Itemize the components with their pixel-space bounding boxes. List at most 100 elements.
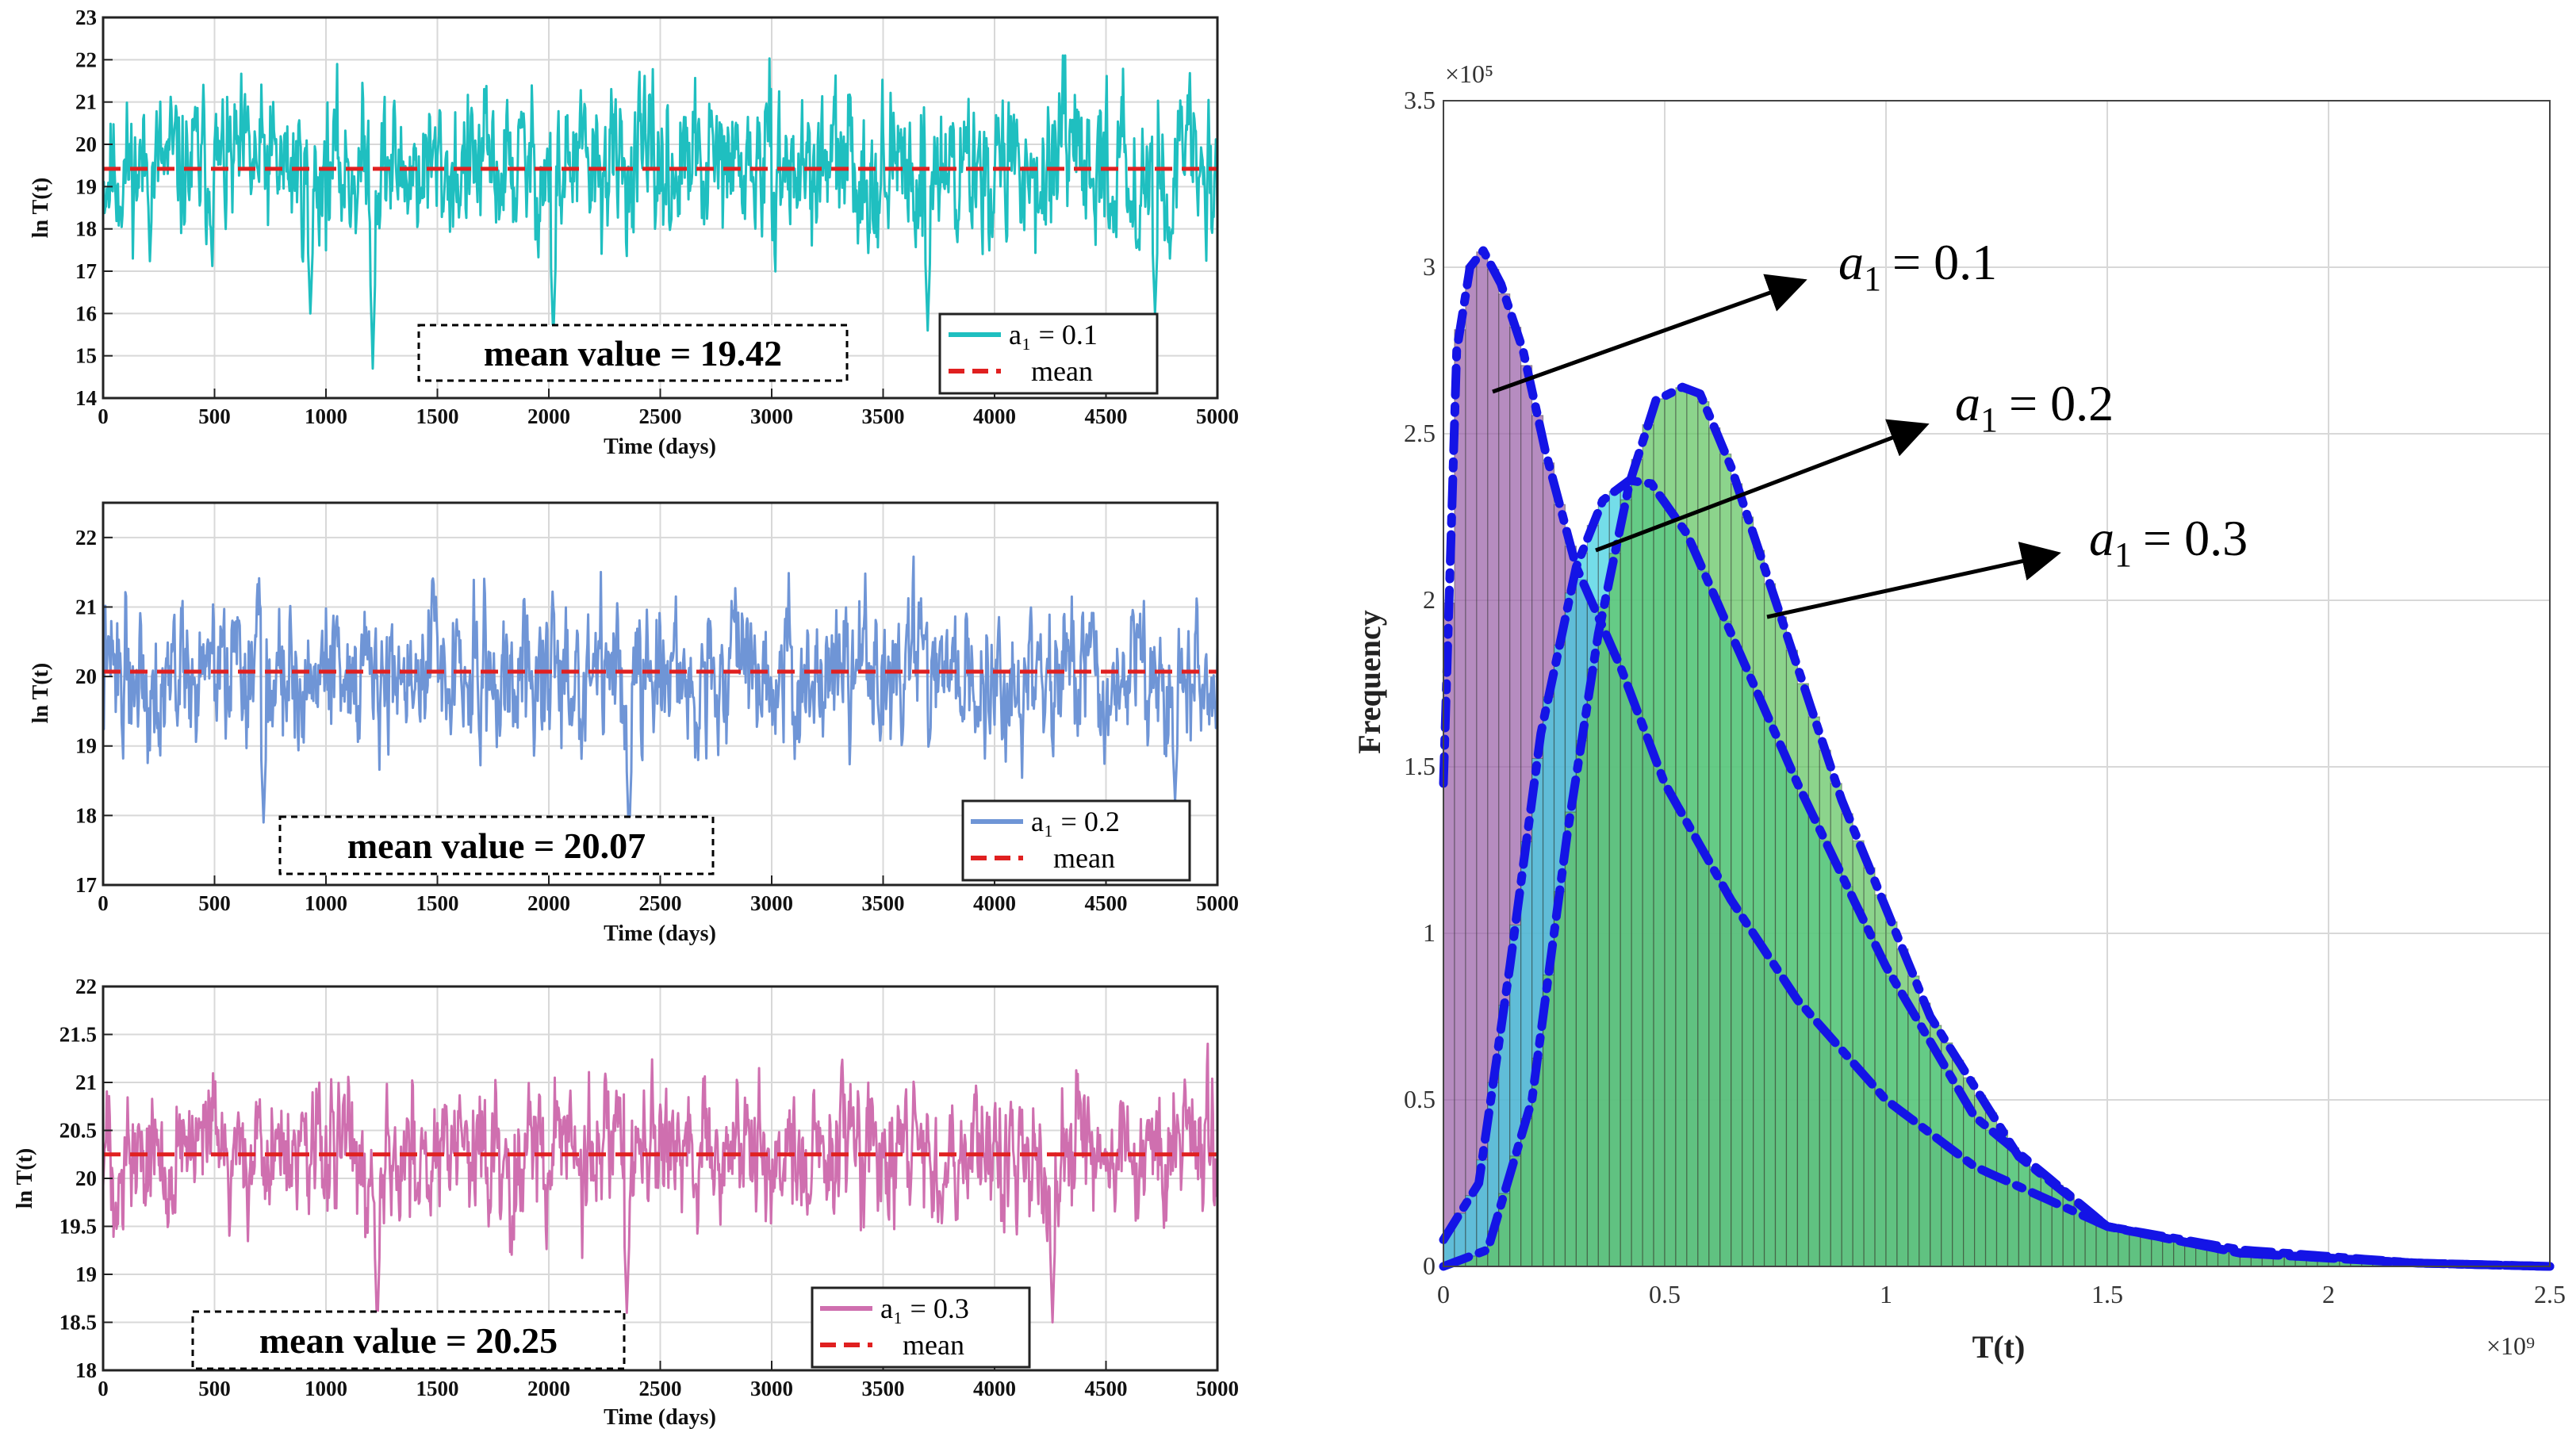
panel-a1-0-1: 14 15 16 17 18 19 20 21 22 23 0 500 1000 1500 2000 250… bbox=[29, 6, 1239, 459]
arrow-annot-0-2 bbox=[1595, 419, 1930, 553]
y-axis-label-1: ln T(t) bbox=[29, 178, 53, 239]
y-tick-label: 0.5 bbox=[1404, 1085, 1436, 1113]
x-tick-label: 2000 bbox=[527, 1377, 570, 1400]
histogram-bar bbox=[1575, 740, 1588, 1267]
histogram-bar bbox=[1796, 683, 1809, 1267]
density-curve bbox=[1439, 382, 2555, 1271]
histogram-bar bbox=[1642, 424, 1654, 1267]
histogram-bar bbox=[1719, 453, 1732, 1267]
annotation-value-1: = 0.1 bbox=[1892, 234, 1997, 290]
annotation-value-3: = 0.3 bbox=[2143, 510, 2248, 566]
histogram-bar bbox=[1697, 400, 1710, 1267]
x-tick-label: 5000 bbox=[1196, 891, 1239, 915]
histogram-bar bbox=[1753, 550, 1765, 1267]
x-tick-label: 1 bbox=[1880, 1280, 1892, 1308]
x-tick-label: 4000 bbox=[973, 891, 1016, 915]
x-tick-label: 3000 bbox=[750, 404, 793, 428]
mean-value-box-1 bbox=[417, 324, 849, 382]
histogram-bar bbox=[2007, 1147, 2019, 1267]
legend-2 bbox=[961, 799, 1191, 882]
histogram-bar bbox=[1620, 499, 1632, 1267]
panel-histogram: 00.511.522.533.5 0 0.5 1 1.5 2 2.5 ×10⁵ ×10⁹ … bbox=[1351, 59, 2566, 1365]
y-tick-label: 20 bbox=[75, 1166, 97, 1190]
x-tick-label: 1000 bbox=[305, 1377, 347, 1400]
y-tick-label: 15 bbox=[75, 344, 97, 368]
x-tick-label: 500 bbox=[198, 891, 231, 915]
x-tick-label: 3000 bbox=[750, 1377, 793, 1400]
x-tick-label: 4500 bbox=[1085, 1377, 1128, 1400]
x-tick-label: 2.5 bbox=[2534, 1280, 2566, 1308]
x-tick-label: 3500 bbox=[862, 891, 905, 915]
y-tick-label: 18 bbox=[75, 1358, 97, 1382]
y-tick-label: 22 bbox=[75, 975, 97, 998]
series-line bbox=[102, 555, 1219, 845]
mean-value-box-3 bbox=[191, 1310, 626, 1370]
x-tick-label: 2000 bbox=[527, 404, 570, 428]
x-tick-label: 4500 bbox=[1085, 404, 1128, 428]
y-axis-label-2: ln T(t) bbox=[29, 663, 53, 724]
annotation-sub-2: 1 bbox=[1980, 400, 1998, 439]
histogram-bar bbox=[2118, 1229, 2130, 1267]
histogram-bar bbox=[1708, 427, 1721, 1267]
legend-label-mean-3: mean bbox=[903, 1329, 964, 1361]
x-tick-label: 3000 bbox=[750, 891, 793, 915]
x-tick-label: 3500 bbox=[862, 1377, 905, 1400]
y-exponent-label: ×10⁵ bbox=[1445, 59, 1493, 88]
y-tick-label: 21.5 bbox=[59, 1023, 97, 1047]
y-tick-label: 17 bbox=[75, 873, 97, 897]
annotation-sub-3: 1 bbox=[2114, 535, 2132, 574]
x-tick-label: 5000 bbox=[1196, 404, 1239, 428]
legend-1 bbox=[938, 312, 1159, 395]
mean-value-text-3: mean value = 20.25 bbox=[259, 1320, 558, 1361]
annotation-a1-0-2: a1 = 0.2 bbox=[1955, 375, 2114, 439]
y-tick-label: 22 bbox=[75, 526, 97, 550]
y-tick-label: 2 bbox=[1423, 585, 1436, 614]
mean-value-text-2: mean value = 20.07 bbox=[347, 826, 646, 866]
y-tick-label: 3 bbox=[1423, 252, 1436, 281]
histogram-bar bbox=[1995, 1129, 2009, 1267]
legend-3 bbox=[811, 1286, 1031, 1369]
x-axis-label-1: Time (days) bbox=[604, 435, 716, 459]
x-tick-label: 0 bbox=[1437, 1280, 1450, 1308]
histogram-bar bbox=[1586, 668, 1599, 1267]
y-tick-label: 20 bbox=[75, 132, 97, 156]
x-tick-label: 3500 bbox=[862, 404, 905, 428]
y-tick-label: 19 bbox=[75, 734, 97, 758]
annotation-base-3: a bbox=[2089, 510, 2114, 566]
x-tick-label: 1500 bbox=[416, 891, 459, 915]
legend-label-mean-1: mean bbox=[1031, 355, 1093, 387]
y-tick-label: 21 bbox=[75, 595, 97, 619]
plot-frame-histogram bbox=[1443, 100, 2551, 1267]
arrow-annot-0-1 bbox=[1492, 274, 1807, 394]
histogram-bar bbox=[1465, 265, 1478, 1267]
x-tick-label: 2500 bbox=[639, 1377, 682, 1400]
x-axis-label-2: Time (days) bbox=[604, 921, 716, 946]
histogram-bar bbox=[2029, 1169, 2041, 1267]
annotation-a1-0-1: a1 = 0.1 bbox=[1838, 234, 1997, 298]
x-tick-label: 0 bbox=[98, 404, 109, 428]
y-tick-label: 1.5 bbox=[1404, 752, 1436, 780]
y-tick-label: 19 bbox=[75, 1262, 97, 1286]
annotation-base-2: a bbox=[1955, 375, 1980, 431]
y-tick-label: 2.5 bbox=[1404, 419, 1436, 447]
x-tick-label: 2 bbox=[2322, 1280, 2335, 1308]
x-axis-label-histogram: T(t) bbox=[1972, 1329, 2026, 1365]
x-axis-label-3: Time (days) bbox=[604, 1405, 716, 1430]
y-tick-label: 18.5 bbox=[59, 1311, 97, 1335]
y-axis-label-histogram: Frequency bbox=[1351, 610, 1387, 753]
x-tick-label: 1.5 bbox=[2091, 1280, 2123, 1308]
mean-value-box-2 bbox=[278, 815, 715, 875]
y-tick-label: 18 bbox=[75, 217, 97, 241]
y-tick-label: 18 bbox=[75, 803, 97, 827]
y-tick-label: 23 bbox=[75, 6, 97, 29]
y-tick-label: 16 bbox=[75, 301, 97, 325]
legend-label-series-2: a₁ = 0.2 bbox=[1031, 806, 1120, 837]
y-tick-label: 14 bbox=[75, 386, 97, 410]
histogram-bar bbox=[1742, 516, 1754, 1267]
annotation-a1-0-3: a1 = 0.3 bbox=[2089, 510, 2248, 574]
panel-a1-0-2: 17 18 19 20 21 22 0 500 1000 1500 2000 2500 3000 350… bbox=[29, 501, 1239, 946]
histogram-bar bbox=[1520, 1118, 1533, 1267]
x-tick-label: 4000 bbox=[973, 404, 1016, 428]
x-tick-label: 4000 bbox=[973, 1377, 1016, 1400]
